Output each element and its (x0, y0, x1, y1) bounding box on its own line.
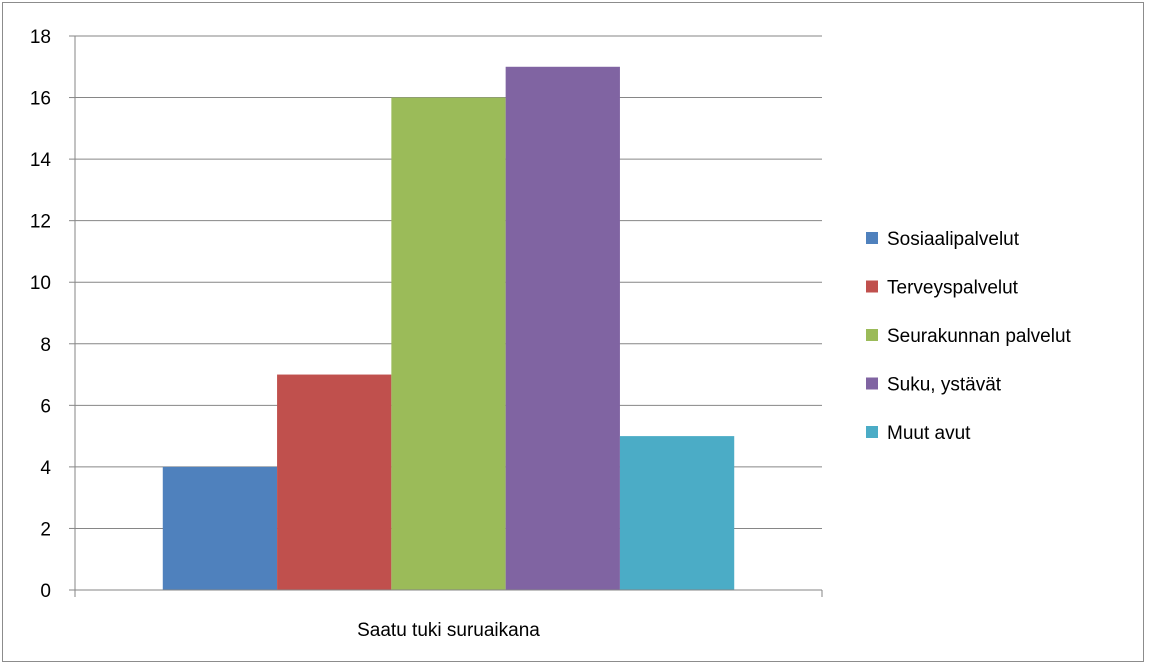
legend-label: Sosiaalipalvelut (887, 229, 1020, 250)
legend-swatch (866, 280, 878, 293)
legend-label: Muut avut (887, 423, 971, 444)
y-tick-label: 4 (40, 458, 51, 479)
x-tick-label: Saatu tuki suruaikana (357, 620, 540, 641)
y-tick-label: 18 (30, 27, 51, 48)
legend-swatch (866, 329, 878, 341)
axes (74, 36, 823, 597)
y-tick-label: 8 (40, 335, 51, 356)
bar-sosiaalipalvelut (162, 466, 278, 590)
legend: Sosiaalipalvelut Terveyspalvelut Seurakunn… (866, 229, 1072, 444)
legend-label: Suku, ystävät (887, 375, 1002, 396)
bars (162, 66, 735, 591)
y-tick-label: 6 (40, 396, 51, 417)
legend-label: Terveyspalvelut (887, 278, 1019, 299)
bar-muut-avut (619, 436, 735, 590)
bar-seurakunnan-palvelut (391, 97, 506, 591)
y-tick-label: 0 (40, 581, 51, 602)
legend-label: Seurakunnan palvelut (887, 326, 1072, 347)
y-tick-label: 10 (30, 273, 51, 294)
y-tick-labels: 0 2 4 6 8 10 12 14 16 18 (30, 27, 52, 602)
legend-swatch (866, 377, 878, 390)
y-tick-label: 12 (30, 212, 51, 233)
y-tick-label: 16 (30, 89, 51, 110)
y-tick-label: 2 (40, 519, 51, 540)
y-tick-label: 14 (30, 150, 52, 171)
legend-swatch (866, 232, 878, 244)
bar-terveyspalvelut (277, 374, 392, 590)
bar-suku-ystävät (505, 66, 620, 591)
x-tick-labels: Saatu tuki suruaikana (357, 620, 540, 641)
legend-swatch (866, 426, 878, 438)
